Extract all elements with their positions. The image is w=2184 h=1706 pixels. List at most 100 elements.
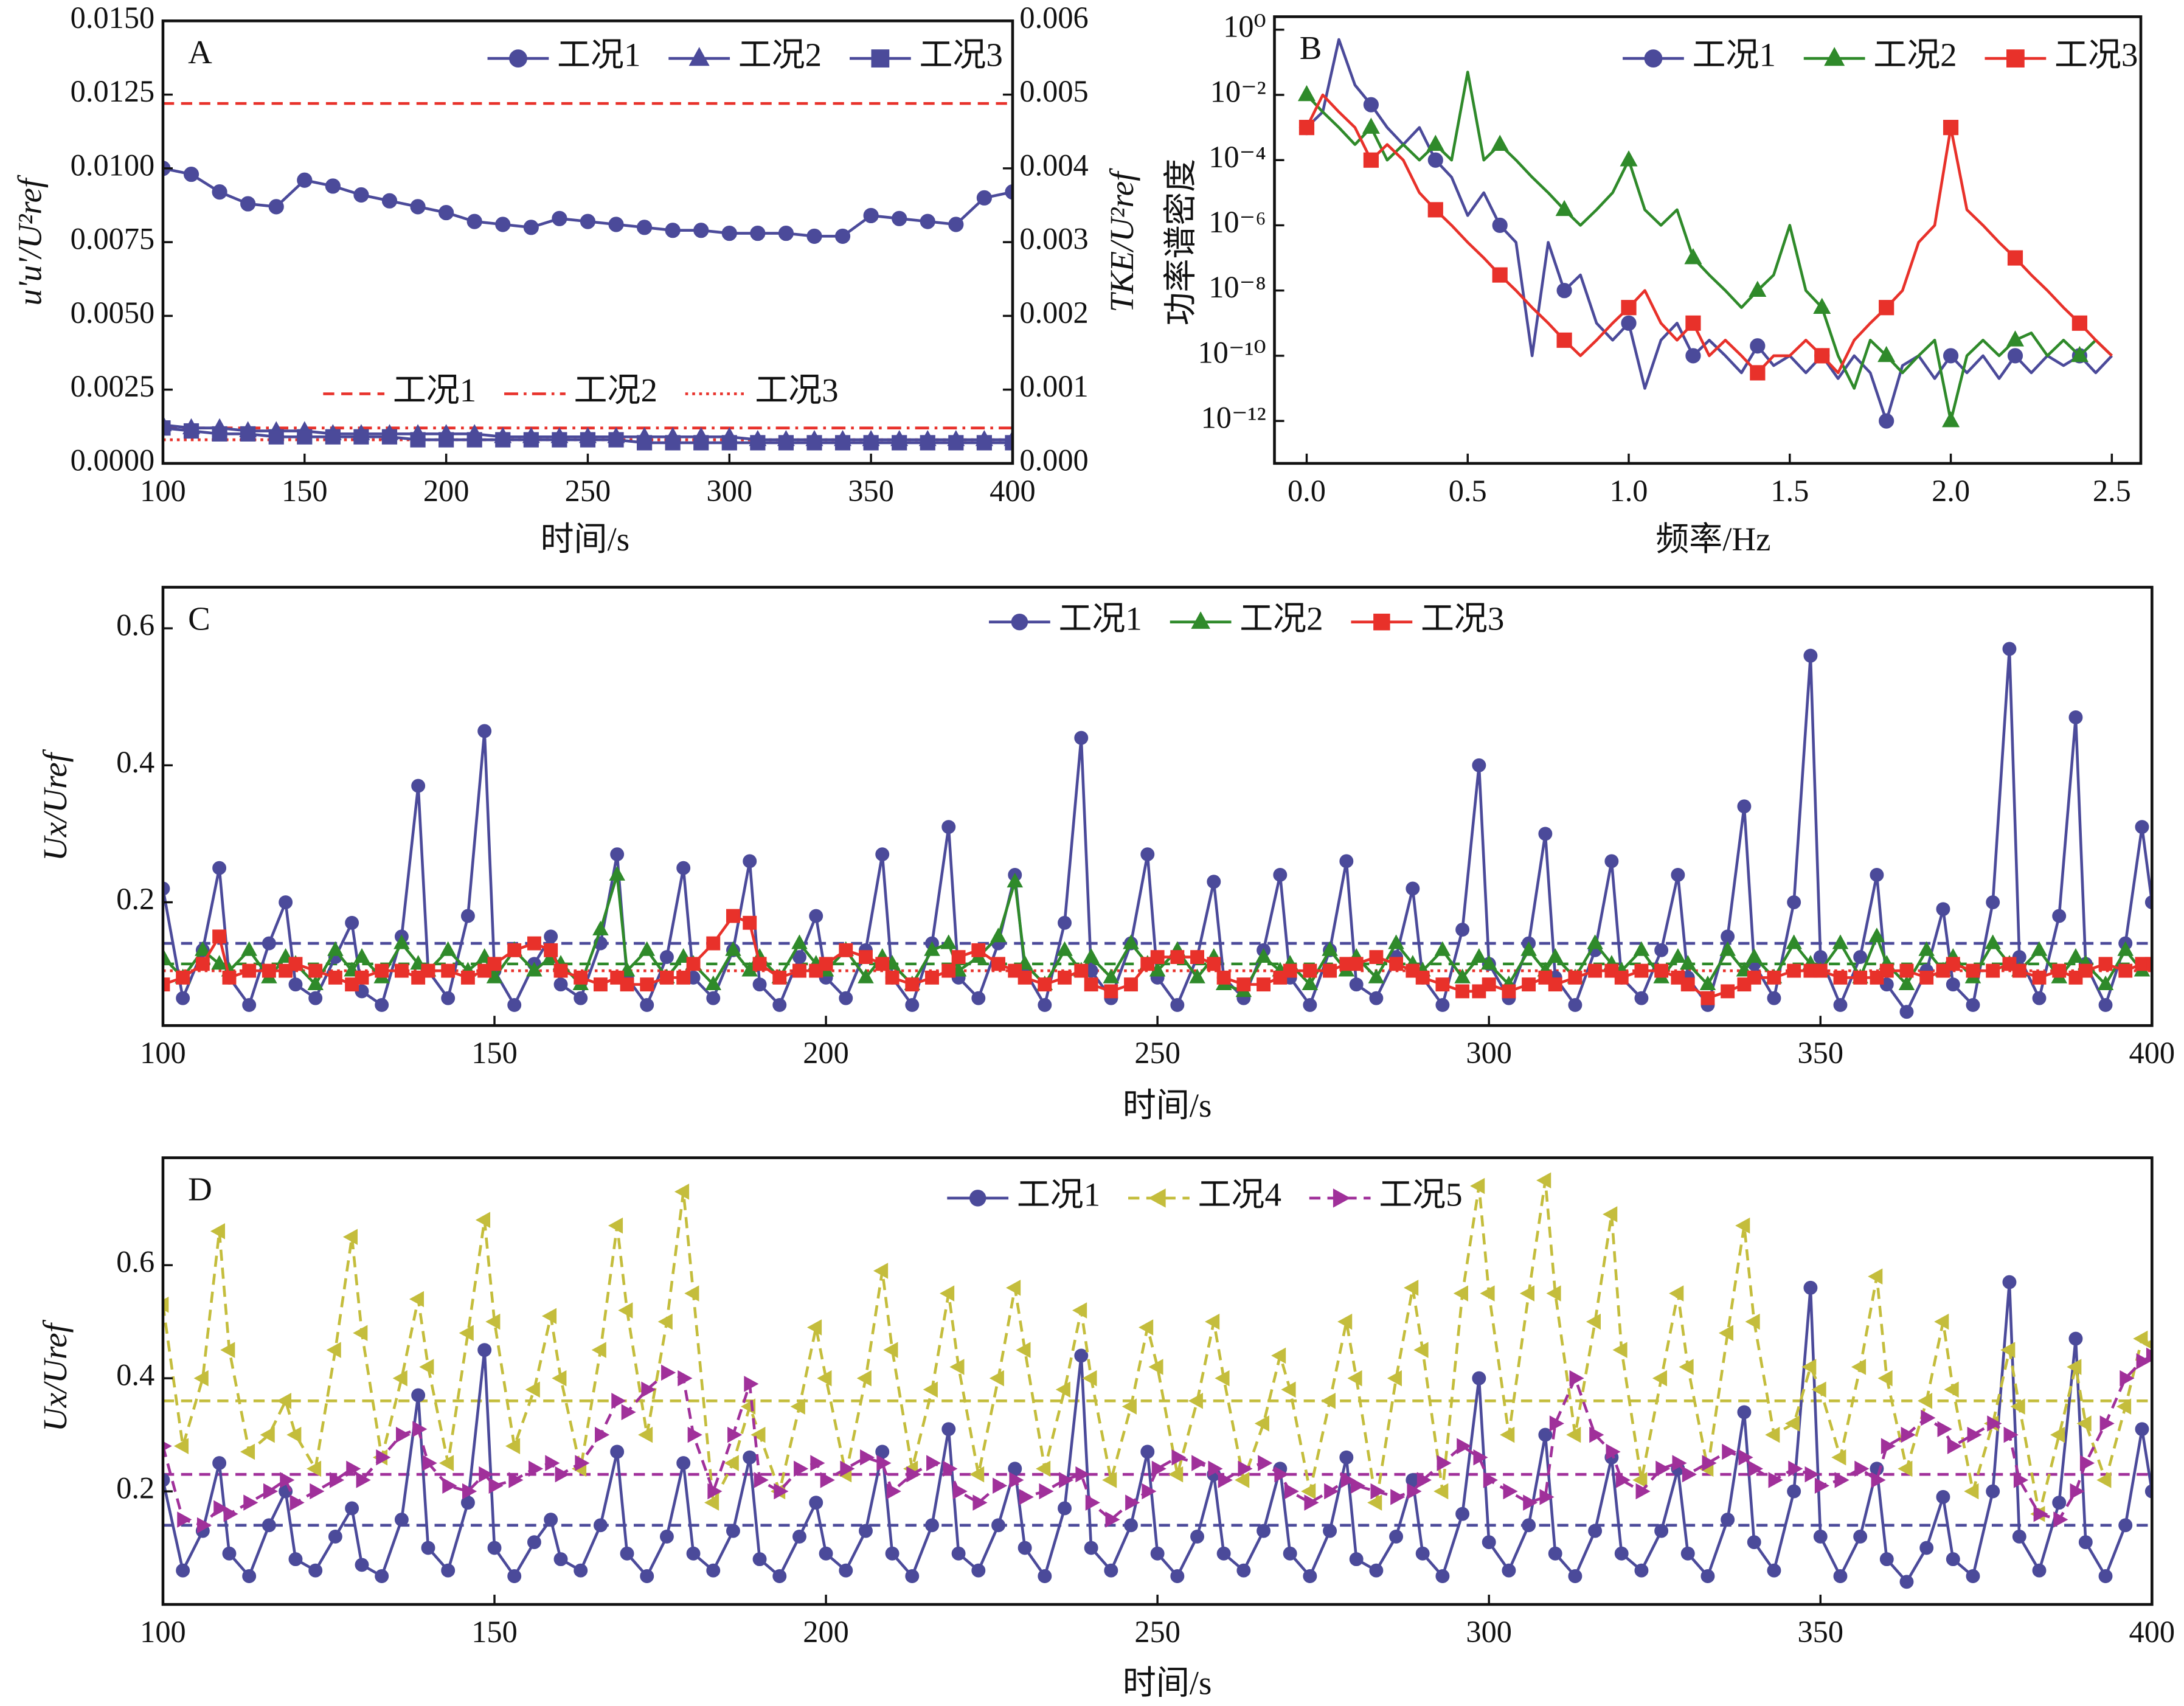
marker	[991, 957, 1005, 971]
marker	[460, 1496, 475, 1510]
marker	[1482, 977, 1496, 992]
marker	[1899, 1005, 1914, 1019]
marker	[892, 210, 907, 226]
marker	[1191, 1455, 1207, 1471]
marker	[1620, 150, 1638, 167]
marker	[883, 1342, 898, 1358]
marker	[1274, 1466, 1289, 1483]
marker	[750, 225, 766, 241]
marker	[2052, 963, 2067, 978]
marker	[806, 228, 822, 244]
marker	[1871, 1472, 1886, 1488]
x-tick-label: 300	[1466, 1615, 1512, 1649]
marker	[1437, 1455, 1452, 1471]
marker	[222, 970, 237, 985]
marker	[840, 1460, 855, 1477]
marker	[1039, 1483, 1054, 1500]
marker	[618, 1302, 633, 1319]
marker	[1216, 1546, 1231, 1561]
marker	[1606, 1443, 1621, 1460]
marker	[213, 1500, 229, 1517]
marker	[1745, 1313, 1760, 1330]
marker	[1207, 957, 1221, 971]
marker	[263, 1483, 279, 1500]
marker	[1522, 977, 1536, 992]
marker	[375, 997, 389, 1012]
marker	[183, 423, 199, 439]
marker	[1139, 1319, 1154, 1336]
marker	[1303, 963, 1317, 978]
marker	[752, 977, 767, 992]
marker	[2079, 1455, 2095, 1471]
marker	[774, 1483, 789, 1500]
marker	[923, 1381, 938, 1398]
marker	[1483, 1472, 1498, 1488]
marker	[162, 420, 171, 436]
marker	[790, 1398, 805, 1415]
marker	[1679, 1359, 1694, 1375]
marker	[243, 1494, 258, 1511]
marker	[1634, 991, 1649, 1005]
marker	[1301, 1483, 1316, 1500]
marker	[376, 1449, 391, 1466]
marker	[421, 1541, 435, 1555]
legend-label: 工况2	[738, 36, 822, 74]
marker	[1205, 1313, 1220, 1330]
marker	[288, 977, 303, 992]
y2-tick-label: 0.000	[1019, 443, 1088, 477]
marker	[1125, 1494, 1140, 1511]
marker	[1881, 1438, 1896, 1454]
marker	[1879, 413, 1895, 429]
panel-label: B	[1300, 29, 1322, 66]
y-tick-label: 0.0100	[71, 148, 155, 182]
x-tick-label: 150	[282, 474, 328, 508]
marker	[1281, 1381, 1296, 1398]
marker	[610, 847, 625, 862]
marker	[1877, 345, 1896, 362]
marker	[640, 997, 654, 1012]
marker	[1672, 1455, 1687, 1471]
marker	[1059, 1472, 1074, 1488]
marker	[509, 49, 527, 68]
marker	[727, 1426, 743, 1443]
marker	[2097, 975, 2114, 991]
marker	[993, 1477, 1008, 1494]
marker	[640, 1569, 654, 1583]
marker	[817, 1370, 832, 1387]
marker	[1548, 977, 1562, 992]
marker	[1824, 47, 1845, 66]
marker	[1349, 957, 1364, 971]
marker	[1899, 963, 1914, 978]
x-tick-label: 1.5	[1770, 474, 1809, 508]
marker	[871, 49, 890, 68]
marker	[1919, 970, 1934, 985]
marker	[976, 190, 992, 206]
marker	[1349, 977, 1364, 992]
marker	[1548, 1546, 1562, 1561]
marker	[262, 936, 276, 951]
marker	[1454, 968, 1471, 983]
x-tick-label: 400	[2129, 1615, 2175, 1649]
marker	[409, 1291, 425, 1308]
marker	[2144, 895, 2152, 909]
marker	[2078, 1535, 2093, 1550]
x-tick-label: 400	[990, 474, 1036, 508]
marker	[1207, 875, 1221, 889]
legend-label: 工况3	[920, 36, 1003, 74]
marker	[1320, 1393, 1336, 1409]
marker	[1719, 941, 1736, 956]
marker	[1603, 1206, 1618, 1222]
marker	[1011, 613, 1028, 631]
marker	[875, 957, 890, 971]
marker	[676, 970, 691, 985]
marker	[834, 435, 851, 451]
marker	[1236, 977, 1251, 992]
marker	[794, 1460, 809, 1477]
marker	[863, 435, 879, 451]
marker	[162, 977, 170, 992]
marker	[707, 1483, 723, 1500]
marker	[260, 1426, 275, 1443]
marker	[1831, 1449, 1846, 1466]
marker	[809, 1496, 823, 1510]
marker	[1416, 1472, 1432, 1488]
